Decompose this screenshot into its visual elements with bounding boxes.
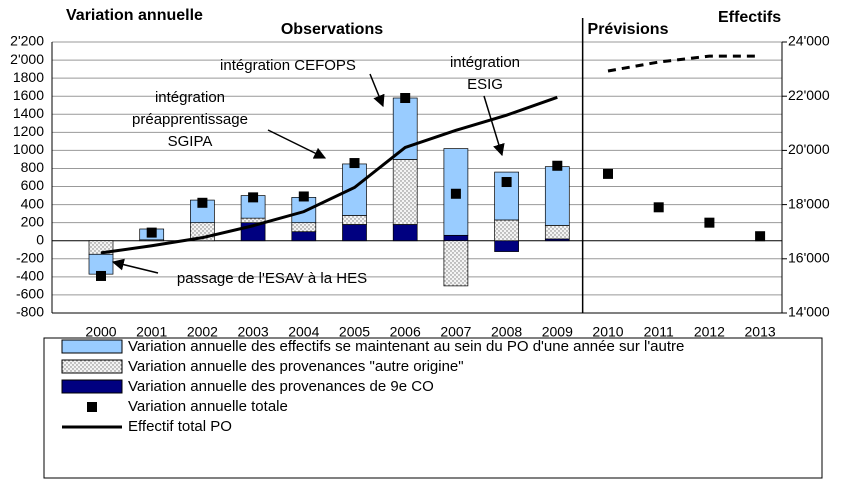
legend-label: Variation annuelle des provenances de 9e… xyxy=(128,378,434,395)
annotation: intégration CEFOPS xyxy=(220,57,356,74)
legend-label: Variation annuelle totale xyxy=(128,398,288,415)
annotation: intégration xyxy=(450,54,520,71)
x-tick-label: 2002 xyxy=(187,324,218,340)
x-tick-label: 2012 xyxy=(694,324,725,340)
bar xyxy=(544,166,570,226)
legend-swatch xyxy=(61,359,123,374)
bar xyxy=(342,163,367,216)
annotation-arrow xyxy=(111,258,159,274)
legend-swatch xyxy=(61,339,123,354)
y2-tick-label: 16'000 xyxy=(788,250,830,266)
x-tick-label: 2011 xyxy=(644,324,674,340)
x-tick-label: 2007 xyxy=(440,324,471,340)
y2-tick-label: 24'000 xyxy=(788,33,830,49)
point xyxy=(552,160,563,171)
y-tick-label: 800 xyxy=(21,159,45,175)
bar xyxy=(392,97,418,160)
annotation-arrow xyxy=(483,95,505,157)
point xyxy=(197,197,208,208)
point xyxy=(755,231,766,242)
y-tick-label: 0 xyxy=(36,231,44,247)
x-tick-label: 2010 xyxy=(592,324,623,340)
bar xyxy=(291,222,317,233)
bar xyxy=(443,234,469,242)
point xyxy=(653,202,664,213)
bar xyxy=(392,159,418,225)
annotation: passage de l'ESAV à la HES xyxy=(177,270,367,287)
annotation: préapprentissage xyxy=(132,111,248,128)
line xyxy=(607,54,761,73)
bar xyxy=(494,240,519,252)
y2-tick-label: 22'000 xyxy=(788,87,830,103)
y-tick-label: 2'200 xyxy=(10,33,44,49)
x-tick-label: 2001 xyxy=(136,324,167,340)
x-tick-label: 2008 xyxy=(491,324,522,340)
y-tick-label: -200 xyxy=(16,250,44,266)
y-tick-label: 400 xyxy=(21,195,45,211)
y-tick-label: -400 xyxy=(16,268,44,284)
section-title: Prévisions xyxy=(588,21,669,38)
legend-swatch xyxy=(87,402,97,412)
point xyxy=(146,227,157,238)
bar xyxy=(544,225,570,240)
y-tick-label: 2'000 xyxy=(10,51,44,67)
bar xyxy=(392,224,418,242)
legend-label: Effectif total PO xyxy=(128,418,232,435)
x-tick-label: 2006 xyxy=(390,324,421,340)
point xyxy=(96,270,106,281)
y2-tick-label: 18'000 xyxy=(788,195,830,211)
y-tick-label: 600 xyxy=(21,177,45,193)
annotation: ESIG xyxy=(467,76,503,93)
y-tick-label: -600 xyxy=(16,286,44,302)
y-tick-label: 1000 xyxy=(13,141,44,157)
y-tick-label: 1200 xyxy=(13,123,44,139)
bar xyxy=(494,219,519,242)
point xyxy=(501,177,512,188)
x-tick-label: 2005 xyxy=(339,324,370,340)
legend-box xyxy=(43,337,823,479)
annotation-arrow xyxy=(267,129,327,159)
point xyxy=(248,192,259,203)
y-tick-label: 1800 xyxy=(13,69,44,85)
bar xyxy=(291,231,317,242)
y-tick-label: -800 xyxy=(16,304,44,320)
bar xyxy=(342,215,367,225)
y-tick-label: 1400 xyxy=(13,105,44,121)
point xyxy=(704,217,715,228)
y2-tick-label: 20'000 xyxy=(788,141,830,157)
point xyxy=(603,168,613,179)
y2-title: Effectifs xyxy=(718,9,781,26)
y-title: Variation annuelle xyxy=(66,7,203,24)
bar xyxy=(342,224,367,242)
y-tick-label: 1600 xyxy=(13,87,44,103)
annotation: SGIPA xyxy=(168,133,213,150)
point xyxy=(349,158,360,169)
bar xyxy=(443,240,469,287)
legend-swatch xyxy=(61,379,123,394)
point xyxy=(400,93,411,104)
x-tick-label: 2004 xyxy=(288,324,319,340)
section-title: Observations xyxy=(281,21,383,38)
x-tick-label: 2009 xyxy=(542,324,573,340)
line xyxy=(100,95,558,255)
legend-label: Variation annuelle des provenances "autr… xyxy=(128,358,464,375)
y2-tick-label: 14'000 xyxy=(788,304,830,320)
x-tick-label: 2000 xyxy=(85,324,116,340)
legend-label: Variation annuelle des effectifs se main… xyxy=(128,338,684,355)
annotation-arrow xyxy=(369,73,385,108)
point xyxy=(298,191,309,202)
point xyxy=(450,188,461,199)
y-tick-label: 200 xyxy=(21,213,45,229)
x-tick-label: 2013 xyxy=(745,324,776,340)
x-tick-label: 2003 xyxy=(238,324,269,340)
annotation: intégration xyxy=(155,89,225,106)
